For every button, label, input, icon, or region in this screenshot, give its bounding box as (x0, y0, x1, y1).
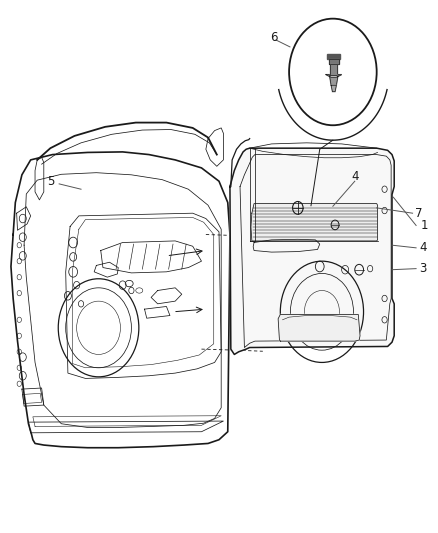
Text: 4: 4 (351, 171, 359, 183)
Polygon shape (326, 75, 342, 85)
Polygon shape (327, 54, 340, 59)
Polygon shape (329, 59, 339, 64)
Polygon shape (331, 85, 336, 92)
Polygon shape (278, 314, 360, 341)
Text: 4: 4 (420, 241, 427, 254)
Polygon shape (251, 204, 378, 241)
Text: 1: 1 (420, 219, 428, 232)
Text: 3: 3 (420, 262, 427, 275)
Polygon shape (330, 64, 337, 75)
Text: 5: 5 (47, 175, 54, 188)
Polygon shape (230, 148, 394, 354)
Text: 7: 7 (415, 207, 422, 220)
Circle shape (289, 19, 377, 125)
Text: 6: 6 (270, 31, 278, 44)
